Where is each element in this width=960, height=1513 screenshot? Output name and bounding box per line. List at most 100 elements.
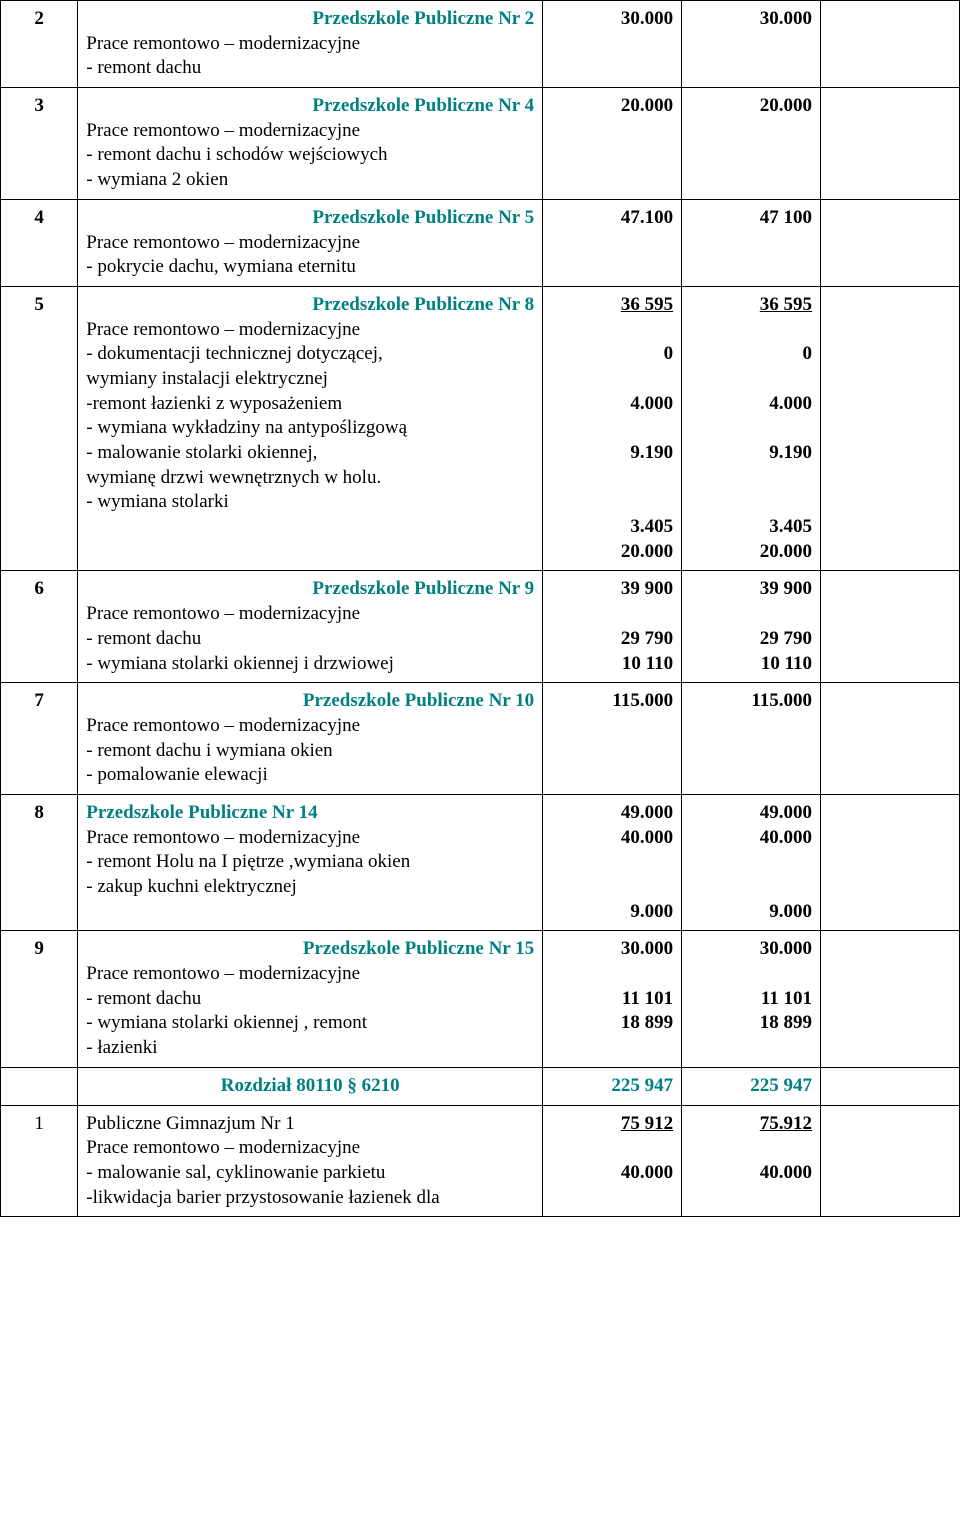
table-row: 6 Przedszkole Publiczne Nr 9 Prace remon… — [1, 571, 960, 683]
table-row: 9 Przedszkole Publiczne Nr 15 Prace remo… — [1, 931, 960, 1067]
row-sub: - pokrycie dachu, wymiana eternitu — [86, 255, 534, 280]
row-num: 8 — [1, 794, 78, 930]
row-blank — [821, 88, 960, 200]
row-blank — [821, 1067, 960, 1105]
row-sub: - malowanie sal, cyklinowanie parkietu — [86, 1161, 534, 1186]
row-num: 1 — [1, 1105, 78, 1217]
row-sub: - wymiana stolarki okiennej i drzwiowej — [86, 652, 534, 677]
row-sub: Prace remontowo – modernizacyjne — [86, 962, 534, 987]
row-num: 7 — [1, 683, 78, 795]
row-blank — [821, 1105, 960, 1217]
section-row: Rozdział 80110 § 6210 225 947 225 947 — [1, 1067, 960, 1105]
row-title: Przedszkole Publiczne Nr 4 — [312, 95, 534, 116]
row-num — [1, 1067, 78, 1105]
row-v2: 30.000 11 101 18 899 — [682, 931, 821, 1067]
row-desc: Przedszkole Publiczne Nr 15 Prace remont… — [78, 931, 543, 1067]
row-title: Przedszkole Publiczne Nr 8 — [312, 294, 534, 315]
row-sub: Prace remontowo – modernizacyjne — [86, 231, 534, 256]
row-sub: Prace remontowo – modernizacyjne — [86, 318, 534, 343]
row-blank — [821, 794, 960, 930]
row-sub: Prace remontowo – modernizacyjne — [86, 602, 534, 627]
row-v2: 115.000 — [682, 683, 821, 795]
row-blank — [821, 571, 960, 683]
row-v1: 30.000 11 101 18 899 — [543, 931, 682, 1067]
row-sub: - pomalowanie elewacji — [86, 763, 534, 788]
table-row: 3 Przedszkole Publiczne Nr 4 Prace remon… — [1, 88, 960, 200]
row-num: 5 — [1, 286, 78, 571]
row-num: 2 — [1, 1, 78, 88]
row-v1: 75 912 40.000 — [543, 1105, 682, 1217]
row-num: 3 — [1, 88, 78, 200]
table-row: 1 Publiczne Gimnazjum Nr 1 Prace remonto… — [1, 1105, 960, 1217]
row-sub: -remont łazienki z wyposażeniem — [86, 392, 534, 417]
row-title: Publiczne Gimnazjum Nr 1 — [86, 1113, 294, 1134]
row-v2: 49.000 40.000 9.000 — [682, 794, 821, 930]
row-sub: Prace remontowo – modernizacyjne — [86, 119, 534, 144]
row-title: Przedszkole Publiczne Nr 10 — [303, 690, 534, 711]
row-v2: 39 900 29 790 10 110 — [682, 571, 821, 683]
row-title: Przedszkole Publiczne Nr 5 — [312, 207, 534, 228]
row-title: Przedszkole Publiczne Nr 14 — [86, 802, 317, 823]
row-blank — [821, 683, 960, 795]
row-sub: - remont Holu na I piętrze ,wymiana okie… — [86, 850, 534, 875]
row-sub: - zakup kuchni elektrycznej — [86, 875, 534, 900]
row-blank — [821, 1, 960, 88]
row-v1: 115.000 — [543, 683, 682, 795]
row-sub: - remont dachu — [86, 987, 534, 1012]
row-v1: 20.000 — [543, 88, 682, 200]
row-v2: 47 100 — [682, 199, 821, 286]
row-desc: Przedszkole Publiczne Nr 5 Prace remonto… — [78, 199, 543, 286]
row-sub: Prace remontowo – modernizacyjne — [86, 714, 534, 739]
row-desc: Przedszkole Publiczne Nr 10 Prace remont… — [78, 683, 543, 795]
row-sub: - remont dachu — [86, 56, 534, 81]
row-sub: - dokumentacji technicznej dotyczącej, — [86, 342, 534, 367]
row-desc: Przedszkole Publiczne Nr 14 Prace remont… — [78, 794, 543, 930]
table-row: 2 Przedszkole Publiczne Nr 2 Prace remon… — [1, 1, 960, 88]
row-num: 4 — [1, 199, 78, 286]
table-row: 4 Przedszkole Publiczne Nr 5 Prace remon… — [1, 199, 960, 286]
row-v1: 225 947 — [543, 1067, 682, 1105]
row-sub: wymiany instalacji elektrycznej — [86, 367, 534, 392]
row-v2: 30.000 — [682, 1, 821, 88]
row-desc: Przedszkole Publiczne Nr 4 Prace remonto… — [78, 88, 543, 200]
row-v1: 30.000 — [543, 1, 682, 88]
row-v1: 47.100 — [543, 199, 682, 286]
table-row: 7 Przedszkole Publiczne Nr 10 Prace remo… — [1, 683, 960, 795]
row-sub: - remont dachu i schodów wejściowych — [86, 143, 534, 168]
row-sub: - łazienki — [86, 1036, 534, 1061]
table-row: 5 Przedszkole Publiczne Nr 8 Prace remon… — [1, 286, 960, 571]
row-desc: Przedszkole Publiczne Nr 9 Prace remonto… — [78, 571, 543, 683]
row-sub: - malowanie stolarki okiennej, — [86, 441, 534, 466]
row-sub: wymianę drzwi wewnętrznych w holu. — [86, 466, 534, 491]
row-title: Przedszkole Publiczne Nr 15 — [303, 938, 534, 959]
row-v2: 225 947 — [682, 1067, 821, 1105]
row-sub: Prace remontowo – modernizacyjne — [86, 32, 534, 57]
row-v1: 36 595 0 4.000 9.190 3.405 20.000 — [543, 286, 682, 571]
row-v2: 36 595 0 4.000 9.190 3.405 20.000 — [682, 286, 821, 571]
row-sub: -likwidacja barier przystosowanie łazien… — [86, 1186, 534, 1211]
section-label: Rozdział 80110 § 6210 — [78, 1067, 543, 1105]
row-sub: - wymiana wykładziny na antypoślizgową — [86, 416, 534, 441]
row-sub: - remont dachu i wymiana okien — [86, 739, 534, 764]
row-v1: 39 900 29 790 10 110 — [543, 571, 682, 683]
row-desc: Przedszkole Publiczne Nr 2 Prace remonto… — [78, 1, 543, 88]
row-blank — [821, 931, 960, 1067]
row-v2: 75.912 40.000 — [682, 1105, 821, 1217]
row-v2: 20.000 — [682, 88, 821, 200]
row-v1: 49.000 40.000 9.000 — [543, 794, 682, 930]
row-sub: Prace remontowo – modernizacyjne — [86, 1136, 534, 1161]
row-title: Przedszkole Publiczne Nr 9 — [312, 578, 534, 599]
budget-table: 2 Przedszkole Publiczne Nr 2 Prace remon… — [0, 0, 960, 1217]
row-title: Przedszkole Publiczne Nr 2 — [312, 8, 534, 29]
row-sub: - remont dachu — [86, 627, 534, 652]
row-sub: Prace remontowo – modernizacyjne — [86, 826, 534, 851]
row-sub: - wymiana stolarki — [86, 490, 534, 515]
row-sub: - wymiana 2 okien — [86, 168, 534, 193]
row-num: 9 — [1, 931, 78, 1067]
row-desc: Przedszkole Publiczne Nr 8 Prace remonto… — [78, 286, 543, 571]
row-blank — [821, 286, 960, 571]
row-num: 6 — [1, 571, 78, 683]
row-blank — [821, 199, 960, 286]
table-row: 8 Przedszkole Publiczne Nr 14 Prace remo… — [1, 794, 960, 930]
row-sub: - wymiana stolarki okiennej , remont — [86, 1011, 534, 1036]
